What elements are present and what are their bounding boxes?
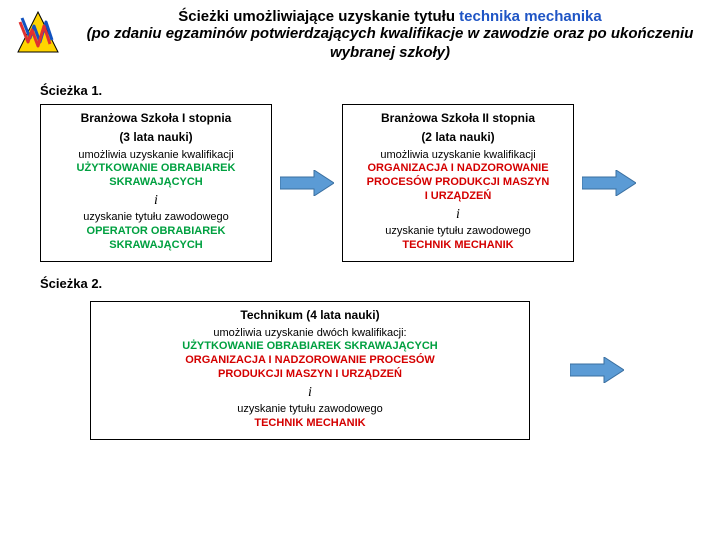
box1-green1b: SKRAWAJĄCYCH	[49, 176, 263, 190]
box2-sub2: uzyskanie tytułu zawodowego	[351, 225, 565, 239]
box-technikum: Technikum (4 lata nauki) umożliwia uzysk…	[90, 301, 530, 440]
box1-green2b: SKRAWAJĄCYCH	[49, 239, 263, 253]
path1-label: Ścieżka 1.	[40, 83, 720, 98]
path2-row: Technikum (4 lata nauki) umożliwia uzysk…	[0, 301, 720, 440]
box2-red2: TECHNIK MECHANIK	[351, 239, 565, 253]
box1-sub2: uzyskanie tytułu zawodowego	[49, 211, 263, 225]
title-line2: (po zdaniu egzaminów potwierdzających kw…	[70, 25, 710, 63]
logo-icon	[12, 8, 64, 60]
box3-red1b: PRODUKCJI MASZYN I URZĄDZEŃ	[99, 368, 521, 382]
box-branzowa-2: Branżowa Szkoła II stopnia (2 lata nauki…	[342, 104, 574, 262]
box3-sub1: umożliwia uzyskanie dwóch kwalifikacji:	[99, 327, 521, 341]
box2-hd2: (2 lata nauki)	[351, 130, 565, 145]
box3-sub2: uzyskanie tytułu zawodowego	[99, 403, 521, 417]
title-highlight: technika mechanika	[459, 8, 602, 25]
title-line1: Ścieżki umożliwiające uzyskanie tytułu t…	[70, 8, 710, 25]
box3-hd: Technikum (4 lata nauki)	[99, 308, 521, 323]
title-plain: Ścieżki umożliwiające uzyskanie tytułu	[178, 8, 459, 25]
box2-red1b: PROCESÓW PRODUKCJI MASZYN	[351, 176, 565, 190]
box1-green2a: OPERATOR OBRABIAREK	[49, 225, 263, 239]
box1-green1a: UŻYTKOWANIE OBRABIAREK	[49, 162, 263, 176]
page-header: Ścieżki umożliwiające uzyskanie tytułu t…	[0, 0, 720, 69]
box3-green: UŻYTKOWANIE OBRABIAREK SKRAWAJĄCYCH	[99, 340, 521, 354]
box1-sub1: umożliwia uzyskanie kwalifikacji	[49, 149, 263, 163]
box3-red2: TECHNIK MECHANIK	[99, 417, 521, 431]
box3-red1a: ORGANIZACJA I NADZOROWANIE PROCESÓW	[99, 354, 521, 368]
arrow-icon	[582, 170, 636, 196]
box2-i: i	[351, 206, 565, 224]
box3-i: i	[99, 384, 521, 402]
path1-row: Branżowa Szkoła I stopnia (3 lata nauki)…	[0, 104, 720, 262]
box-branzowa-1: Branżowa Szkoła I stopnia (3 lata nauki)…	[40, 104, 272, 262]
box1-hd1: Branżowa Szkoła I stopnia	[49, 111, 263, 126]
path2-label: Ścieżka 2.	[40, 276, 720, 291]
arrow-icon	[570, 357, 624, 383]
box1-i: i	[49, 192, 263, 210]
box2-sub1: umożliwia uzyskanie kwalifikacji	[351, 149, 565, 163]
box1-hd2: (3 lata nauki)	[49, 130, 263, 145]
arrow-icon	[280, 170, 334, 196]
box2-red1c: I URZĄDZEŃ	[351, 190, 565, 204]
box2-hd1: Branżowa Szkoła II stopnia	[351, 111, 565, 126]
box2-red1a: ORGANIZACJA I NADZOROWANIE	[351, 162, 565, 176]
